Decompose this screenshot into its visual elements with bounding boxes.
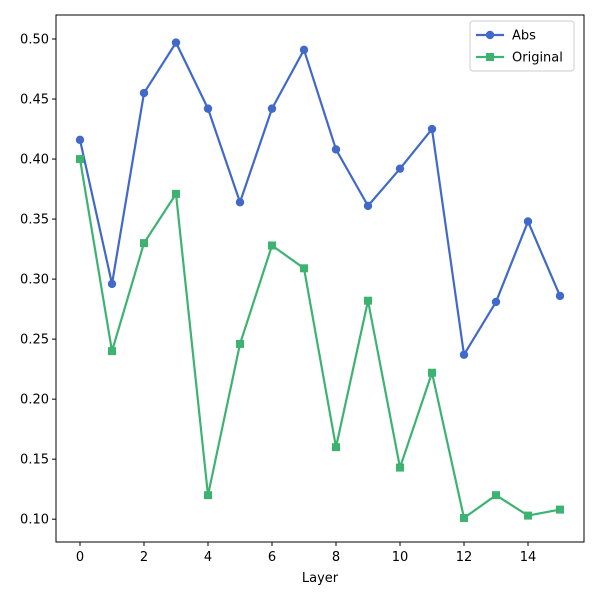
x-tick-label: 0 xyxy=(76,550,84,565)
x-tick-label: 4 xyxy=(204,550,212,565)
data-point-abs xyxy=(107,279,117,289)
y-tick-label: 0.40 xyxy=(20,153,49,168)
data-point-abs xyxy=(331,145,341,154)
x-tick-label: 2 xyxy=(140,550,148,565)
x-tick-label: 6 xyxy=(268,550,276,565)
x-tick-label: 14 xyxy=(520,550,537,565)
data-point-original xyxy=(364,296,372,305)
data-point-abs xyxy=(267,104,277,113)
data-point-original xyxy=(204,491,212,500)
series-line-abs xyxy=(78,41,562,356)
data-point-abs xyxy=(171,38,181,47)
data-point-original xyxy=(556,505,564,514)
data-point-abs xyxy=(363,201,373,211)
data-point-original xyxy=(236,339,244,348)
legend-label-abs: Abs xyxy=(512,29,536,44)
legend-marker-original xyxy=(486,53,494,61)
data-point-original xyxy=(428,368,436,377)
data-point-original xyxy=(396,463,404,472)
data-point-abs xyxy=(203,104,213,113)
data-point-abs xyxy=(395,164,405,173)
plot-border xyxy=(55,14,585,543)
data-point-original xyxy=(492,491,500,500)
data-point-abs xyxy=(491,297,501,307)
y-tick-label: 0.25 xyxy=(20,333,49,348)
y-tick-label: 0.15 xyxy=(20,453,49,468)
data-point-abs xyxy=(235,198,245,207)
data-point-abs xyxy=(427,124,437,134)
data-point-original xyxy=(300,264,308,273)
y-tick-label: 0.35 xyxy=(20,213,49,228)
y-tick-label: 0.30 xyxy=(20,273,49,288)
data-point-original xyxy=(268,241,276,250)
x-axis-label: Layer xyxy=(302,571,339,586)
y-tick-label: 0.20 xyxy=(20,393,49,408)
legend-marker-abs xyxy=(485,30,495,40)
x-axis: 0 2 4 6 8 10 12 14 xyxy=(76,542,536,565)
plot-area xyxy=(55,14,585,543)
data-point-original xyxy=(140,239,148,248)
data-point-original xyxy=(332,443,340,452)
x-tick-label: 8 xyxy=(332,550,340,565)
series-original xyxy=(76,155,564,522)
legend-box xyxy=(469,20,575,72)
legend-label-original: Original xyxy=(512,51,563,66)
series-line-original xyxy=(78,157,562,520)
y-tick-label: 0.50 xyxy=(20,33,49,48)
data-point-original xyxy=(172,189,180,198)
data-point-abs xyxy=(139,88,149,98)
data-point-abs xyxy=(555,291,565,301)
data-point-original xyxy=(524,511,532,520)
legend: Abs Original xyxy=(469,20,575,72)
data-point-abs xyxy=(75,135,85,145)
data-point-abs xyxy=(459,350,469,359)
series-abs xyxy=(75,38,565,359)
data-point-original xyxy=(76,155,84,164)
y-axis: 0.10 0.15 0.20 0.25 0.30 0.35 0.40 0.45 0.50 xyxy=(20,33,56,528)
data-point-original xyxy=(108,347,116,356)
data-point-original xyxy=(460,513,468,522)
x-tick-label: 10 xyxy=(392,550,409,565)
y-tick-label: 0.10 xyxy=(20,513,49,528)
y-tick-label: 0.45 xyxy=(20,93,49,108)
series-layer xyxy=(75,38,565,522)
data-point-abs xyxy=(299,45,309,55)
x-tick-label: 12 xyxy=(456,550,473,565)
data-point-abs xyxy=(523,217,533,226)
